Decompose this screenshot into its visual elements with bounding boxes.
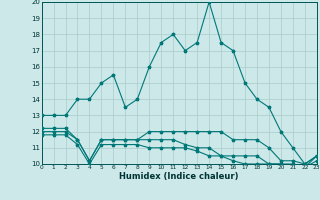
X-axis label: Humidex (Indice chaleur): Humidex (Indice chaleur) — [119, 172, 239, 181]
